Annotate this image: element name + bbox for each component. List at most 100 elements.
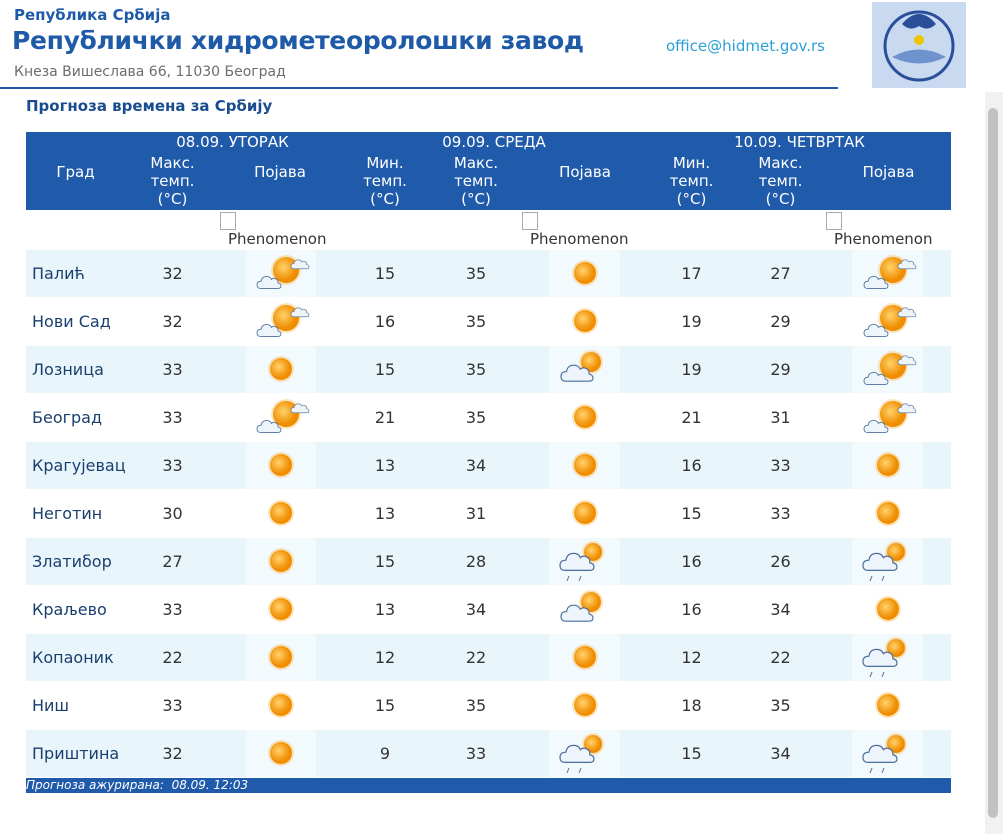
temperature: 31 bbox=[770, 408, 791, 427]
weather-icon bbox=[268, 643, 294, 670]
day-header: 08.09. УТОРАК bbox=[176, 133, 289, 151]
icon-cell bbox=[549, 730, 620, 777]
city-name: Приштина bbox=[32, 744, 120, 763]
temperature: 35 bbox=[465, 312, 487, 331]
temperature: 12 bbox=[374, 648, 396, 667]
updated-time: 08.09. 12:03 bbox=[171, 778, 249, 792]
temperature: 15 bbox=[681, 744, 702, 763]
temperature: 35 bbox=[465, 360, 487, 379]
weather-icon bbox=[256, 302, 310, 337]
table-row bbox=[26, 346, 951, 393]
icon-cell bbox=[246, 442, 316, 489]
weather-icon bbox=[863, 254, 916, 289]
weather-icon bbox=[863, 398, 916, 433]
weather-icon bbox=[571, 403, 598, 430]
temperature: 9 bbox=[379, 744, 391, 763]
temperature: 34 bbox=[465, 456, 487, 475]
image-alt: Phenomenon bbox=[834, 230, 933, 248]
city-name: Златибор bbox=[32, 552, 112, 571]
temperature: 15 bbox=[374, 360, 396, 379]
temperature: 22 bbox=[162, 648, 183, 667]
temperature: 30 bbox=[162, 504, 183, 523]
table-row bbox=[26, 538, 951, 585]
temperature: 33 bbox=[162, 456, 183, 475]
weather-icon bbox=[268, 547, 294, 574]
city-name: Ниш bbox=[32, 696, 70, 715]
temperature: 22 bbox=[465, 648, 487, 667]
weather-icon bbox=[874, 691, 901, 718]
icon-cell bbox=[246, 346, 316, 393]
weather-icon bbox=[559, 589, 603, 622]
day-header: 10.09. ЧЕТВРТАК bbox=[734, 133, 865, 151]
weather-icon bbox=[861, 732, 907, 773]
temperature: 33 bbox=[162, 360, 183, 379]
icon-cell bbox=[246, 490, 316, 537]
table-row bbox=[26, 490, 951, 537]
weather-icon bbox=[863, 302, 916, 337]
temperature: 13 bbox=[374, 456, 396, 475]
table-row bbox=[26, 586, 951, 633]
column-header: Макс. темп. (°C) bbox=[453, 154, 499, 208]
weather-icon bbox=[571, 307, 598, 334]
temperature: 33 bbox=[770, 456, 791, 475]
weather-icon bbox=[268, 595, 294, 622]
image-alt: Phenomenon bbox=[228, 230, 327, 248]
table-row bbox=[26, 298, 951, 345]
icon-cell bbox=[549, 250, 620, 297]
weather-icon bbox=[558, 540, 604, 581]
temperature: 33 bbox=[770, 504, 791, 523]
temperature: 32 bbox=[162, 264, 183, 283]
temperature: 19 bbox=[681, 360, 702, 379]
weather-icon bbox=[861, 636, 907, 677]
table-row bbox=[26, 442, 951, 489]
temperature: 15 bbox=[374, 552, 396, 571]
temperature: 19 bbox=[681, 312, 702, 331]
icon-cell bbox=[246, 538, 316, 585]
icon-cell bbox=[852, 298, 923, 345]
temperature: 15 bbox=[374, 264, 396, 283]
temperature: 32 bbox=[162, 744, 183, 763]
logo[interactable] bbox=[872, 2, 966, 88]
weather-icon bbox=[874, 451, 901, 478]
column-header: Појава bbox=[862, 163, 915, 181]
weather-icon bbox=[571, 643, 598, 670]
icon-cell bbox=[549, 634, 620, 681]
icon-cell bbox=[549, 682, 620, 729]
temperature: 21 bbox=[681, 408, 702, 427]
email-link[interactable]: office@hidmet.gov.rs bbox=[666, 37, 826, 55]
broken-image: Phenomenon bbox=[522, 212, 647, 250]
temperature: 32 bbox=[162, 312, 183, 331]
scrollbar-thumb[interactable] bbox=[988, 108, 998, 818]
city-name: Краљево bbox=[32, 600, 107, 619]
column-header: Мин. темп. (°C) bbox=[363, 154, 407, 208]
weather-icon bbox=[268, 451, 294, 478]
header-rule bbox=[0, 87, 838, 89]
weather-icon bbox=[268, 499, 294, 526]
temperature: 35 bbox=[465, 696, 487, 715]
icon-cell bbox=[549, 346, 620, 393]
temperature: 15 bbox=[374, 696, 396, 715]
column-header: Мин. темп. (°C) bbox=[669, 154, 714, 208]
temperature: 21 bbox=[374, 408, 396, 427]
icon-cell bbox=[852, 538, 923, 585]
weather-icon bbox=[268, 691, 294, 718]
weather-icon bbox=[571, 691, 598, 718]
weather-icon bbox=[268, 355, 294, 382]
temperature: 15 bbox=[681, 504, 702, 523]
image-alt: Phenomenon bbox=[530, 230, 629, 248]
temperature: 33 bbox=[162, 408, 183, 427]
icon-cell bbox=[852, 586, 923, 633]
weather-icon bbox=[571, 259, 598, 286]
temperature: 33 bbox=[162, 600, 183, 619]
weather-icon bbox=[571, 499, 598, 526]
temperature: 16 bbox=[681, 600, 702, 619]
table-row bbox=[26, 634, 951, 681]
address: Кнеза Вишеслава 66, 11030 Београд bbox=[14, 64, 286, 80]
weather-icon bbox=[256, 398, 310, 433]
icon-cell bbox=[246, 730, 316, 777]
broken-image: Phenomenon bbox=[220, 212, 345, 250]
icon-cell bbox=[852, 634, 923, 681]
updated-bar: Прогноза ажурирана: 08.09. 12:03 bbox=[26, 778, 951, 793]
temperature: 18 bbox=[681, 696, 702, 715]
